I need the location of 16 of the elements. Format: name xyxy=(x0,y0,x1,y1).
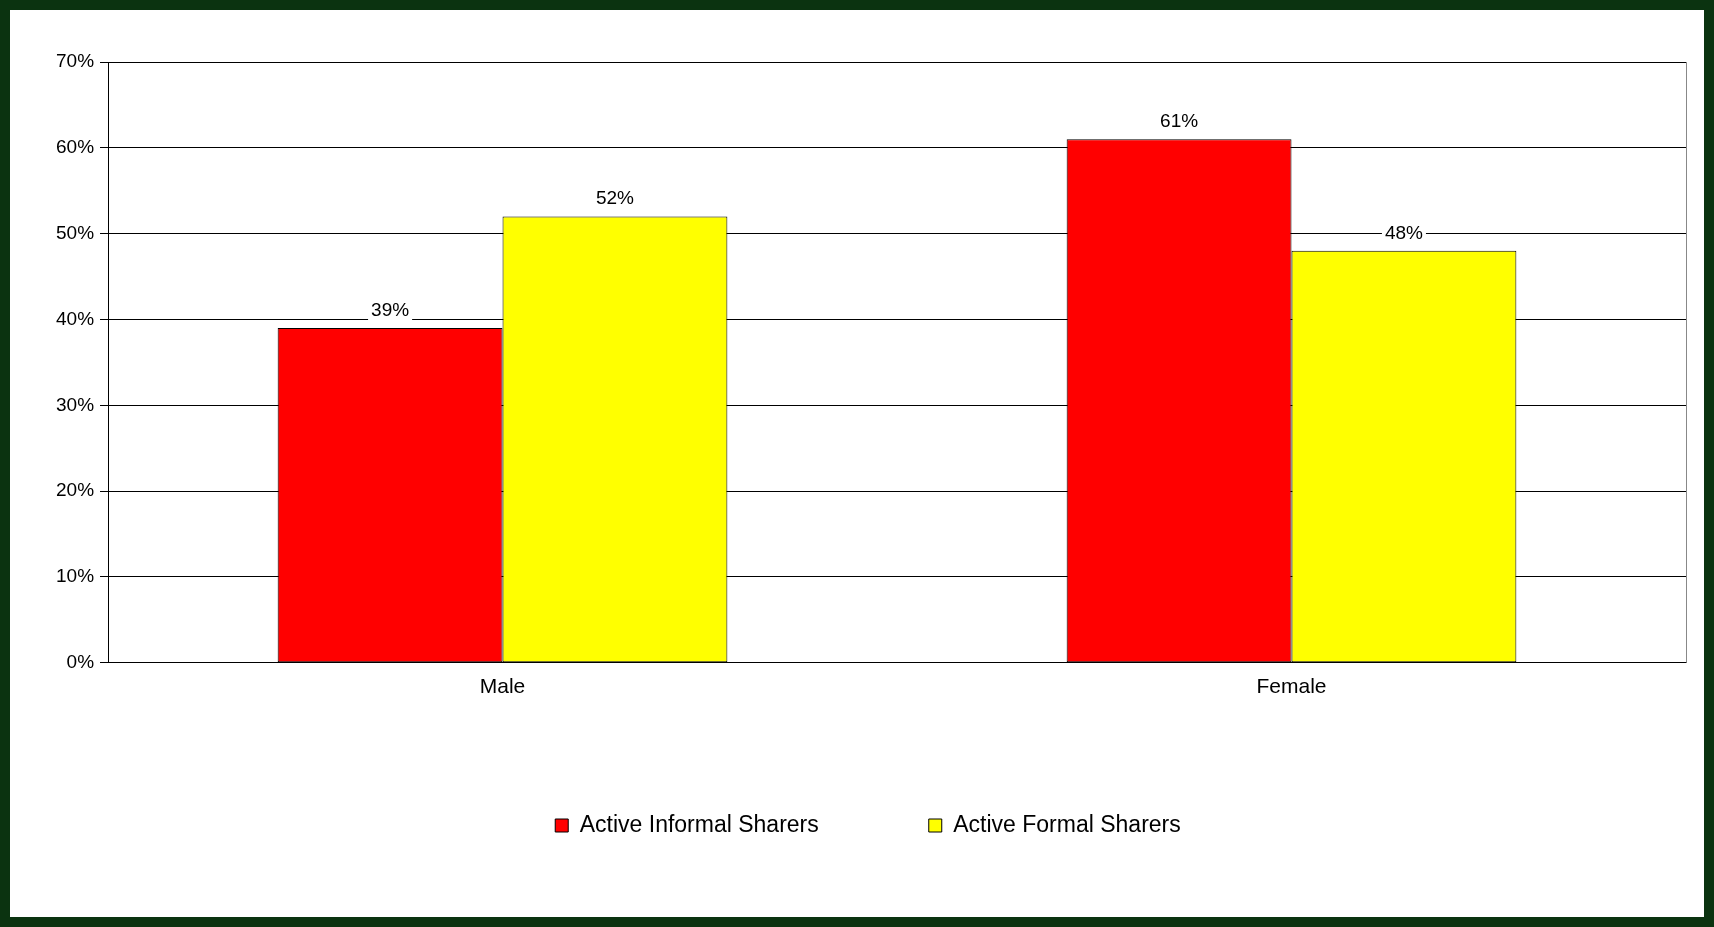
y-tick-label: 40% xyxy=(56,307,95,329)
y-tick-label: 60% xyxy=(56,136,95,158)
data-label: 61% xyxy=(1160,109,1199,131)
x-tick-label: Female xyxy=(1256,674,1327,698)
data-label: 39% xyxy=(371,298,410,320)
y-tick-label: 10% xyxy=(56,565,95,587)
data-label: 48% xyxy=(1384,221,1424,243)
x-tick-label: Male xyxy=(479,674,526,698)
legend-label: Active Formal Sharers xyxy=(953,810,1181,837)
data-label: 52% xyxy=(595,187,635,209)
legend-label: Active Informal Sharers xyxy=(579,810,819,837)
y-tick-label: 20% xyxy=(56,479,95,501)
y-tick-label: 30% xyxy=(56,393,95,415)
y-tick-label: 0% xyxy=(66,651,95,673)
y-tick-label: 50% xyxy=(56,221,95,243)
y-tick-label: 70% xyxy=(56,50,95,72)
